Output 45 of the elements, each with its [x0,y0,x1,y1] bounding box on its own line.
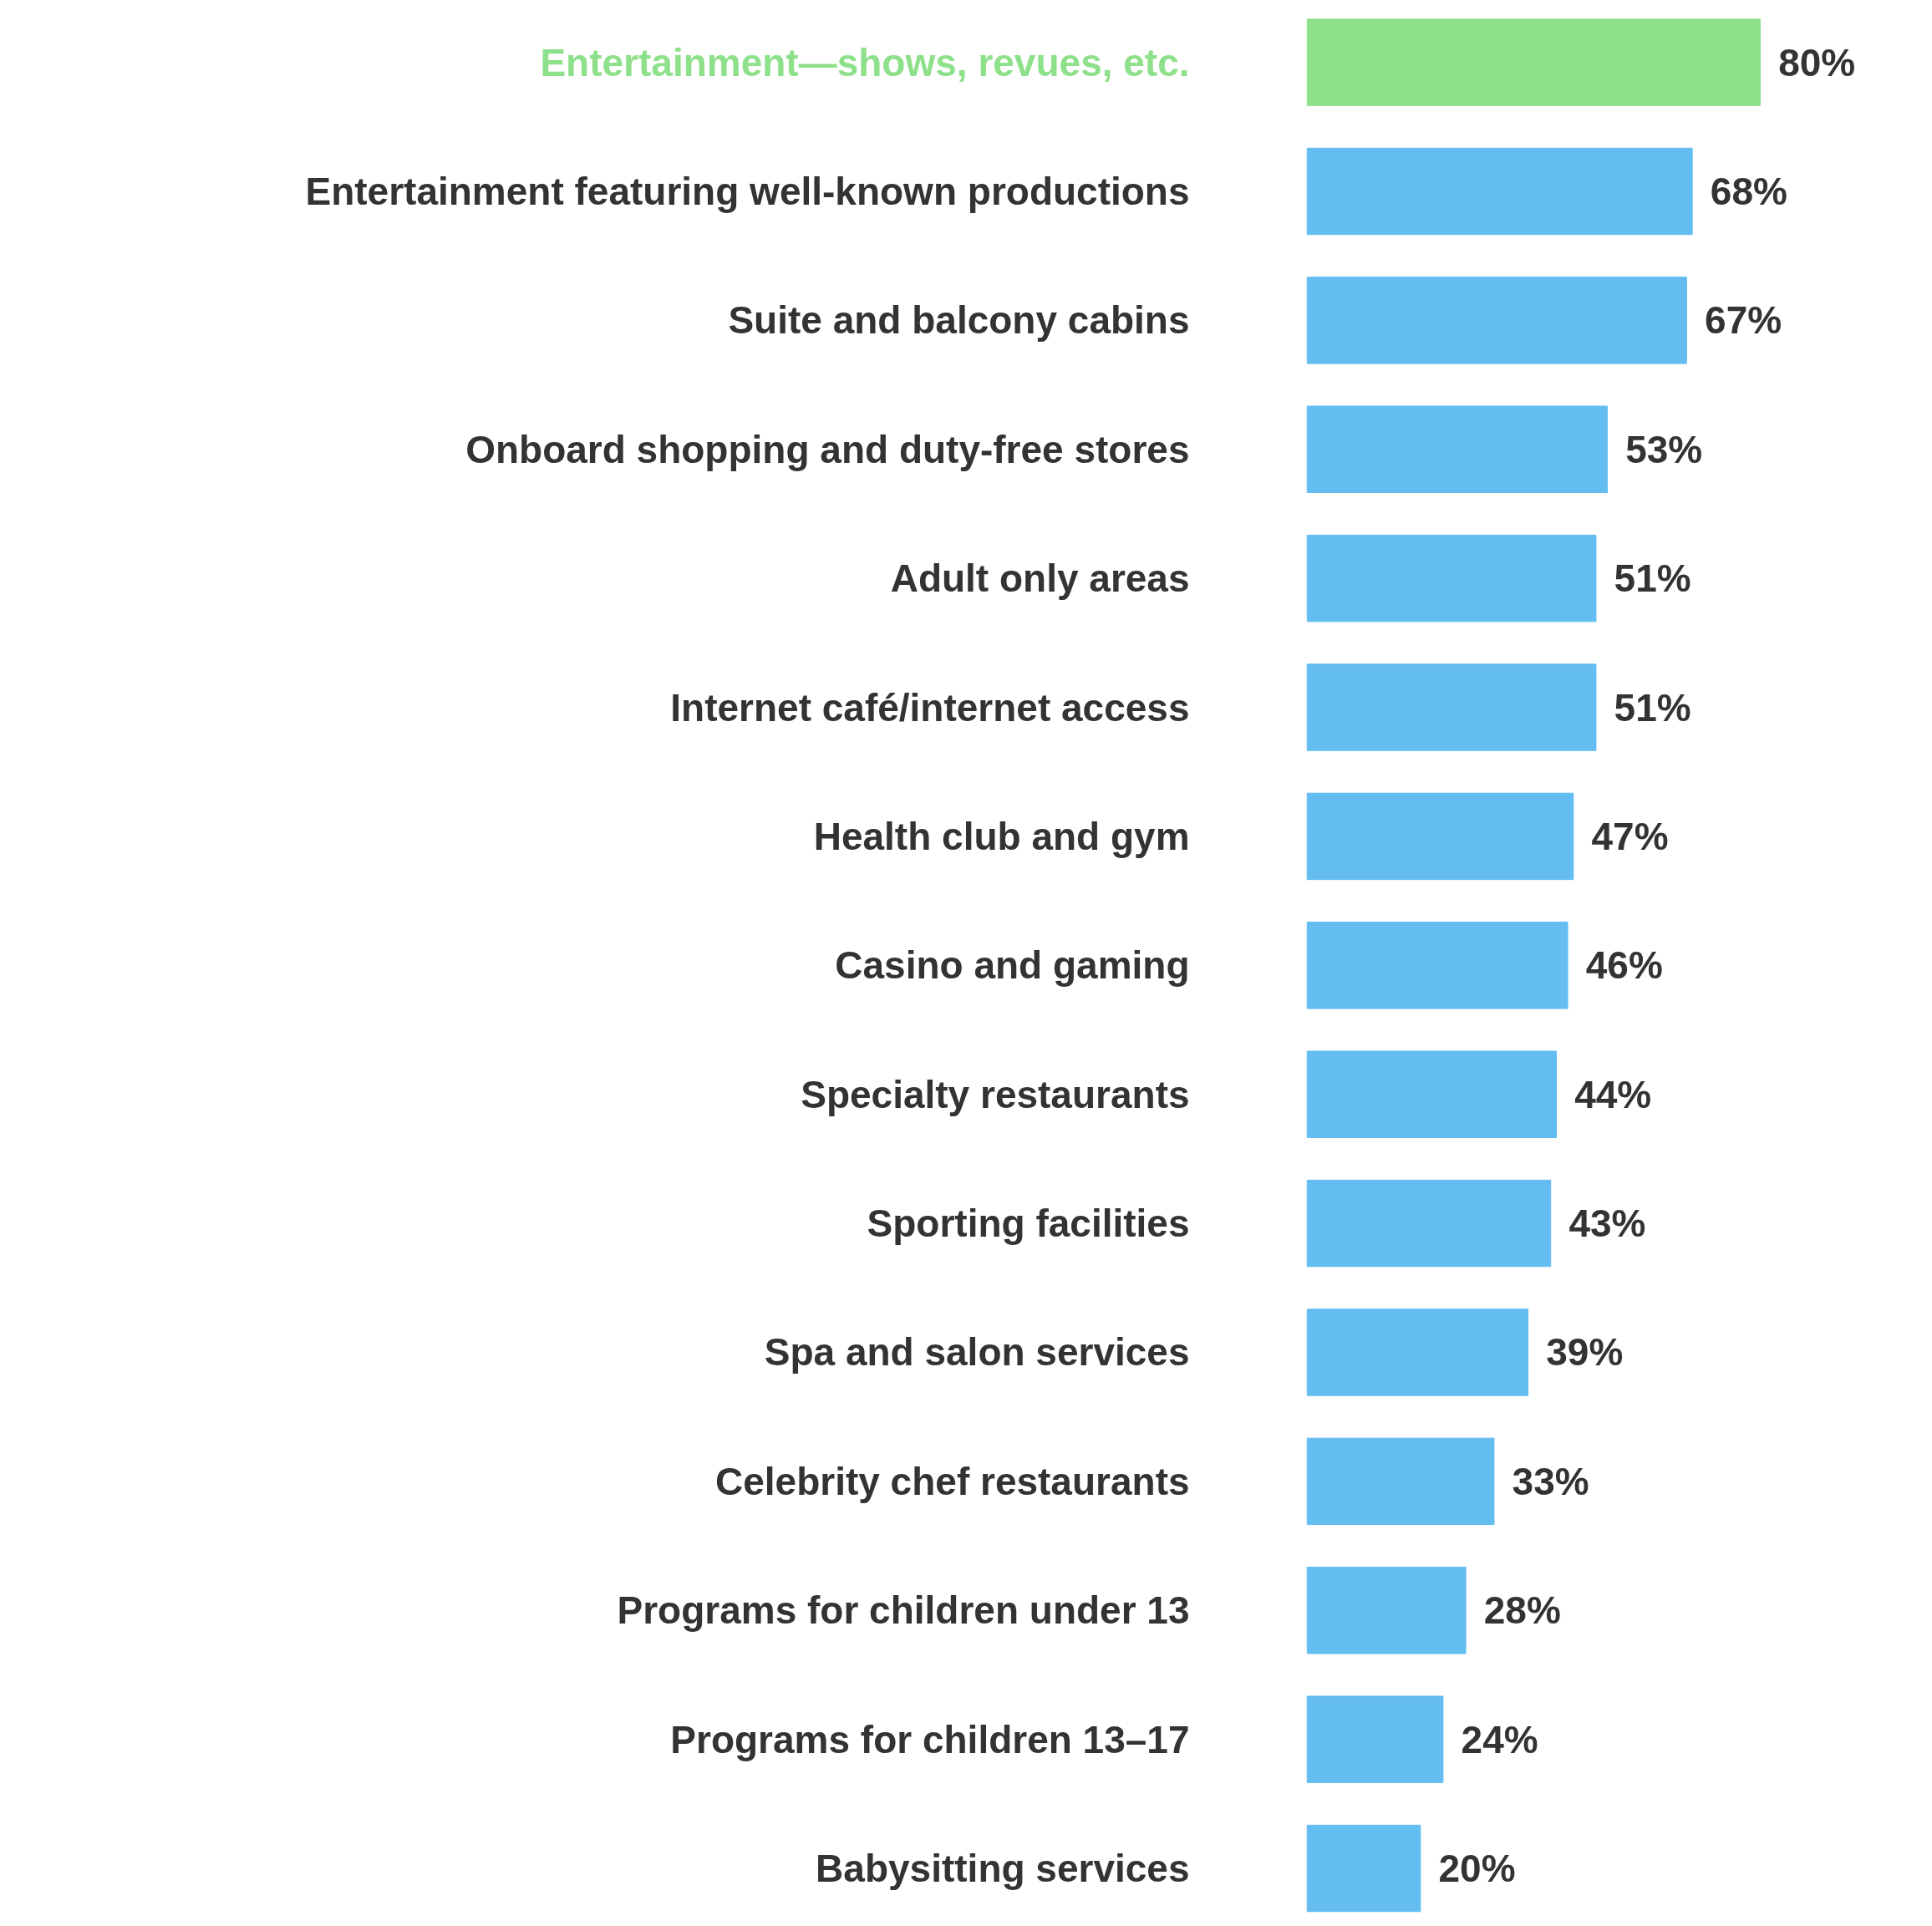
bar [1306,1050,1557,1138]
bar [1306,277,1687,364]
data-label: 39% [1546,1330,1624,1375]
bar [1306,1179,1552,1268]
y-tick-label: Casino and gaming [835,943,1190,988]
y-tick-label: Adult only areas [890,556,1190,601]
y-tick-label: Suite and balcony cabins [728,298,1190,343]
y-tick-label: Celebrity chef restaurants [715,1459,1190,1503]
y-tick-label: Programs for children 13–17 [670,1717,1190,1761]
y-tick-label: Health club and gym [813,814,1190,858]
bar [1306,18,1761,106]
data-label: 80% [1778,40,1856,84]
data-label: 67% [1705,298,1782,343]
bar [1306,147,1693,236]
data-label: 33% [1512,1459,1589,1503]
data-label: 51% [1614,685,1691,729]
bar [1306,405,1608,493]
data-label: 43% [1568,1202,1646,1246]
data-label: 47% [1591,814,1669,858]
data-label: 20% [1438,1847,1516,1891]
data-label: 68% [1710,169,1787,213]
bar [1306,534,1597,623]
y-tick-label: Specialty restaurants [801,1072,1190,1116]
bar [1306,792,1574,881]
data-label: 53% [1625,427,1703,471]
y-tick-label: Entertainment featuring well-known productions [305,169,1190,213]
data-label: 46% [1585,943,1663,988]
y-tick-label: Babysitting services [816,1847,1190,1891]
data-label: 24% [1461,1717,1538,1761]
data-label: 44% [1574,1072,1652,1116]
y-tick-label: Internet café/internet access [670,685,1190,729]
y-tick-label: Onboard shopping and duty-free stores [465,427,1190,471]
bar [1306,1567,1467,1654]
data-label: 28% [1483,1588,1561,1633]
bar [1306,1824,1421,1913]
bar [1306,922,1568,1009]
y-tick-label: Spa and salon services [764,1330,1190,1375]
bar [1306,663,1597,751]
data-label: 51% [1614,556,1691,601]
y-tick-label: Sporting facilities [867,1202,1190,1246]
bar [1306,1309,1529,1396]
y-tick-label: Programs for children under 13 [617,1588,1190,1633]
bar [1306,1695,1444,1783]
y-tick-label: Entertainment—shows, revues, etc. [540,40,1190,84]
bar [1306,1437,1495,1526]
